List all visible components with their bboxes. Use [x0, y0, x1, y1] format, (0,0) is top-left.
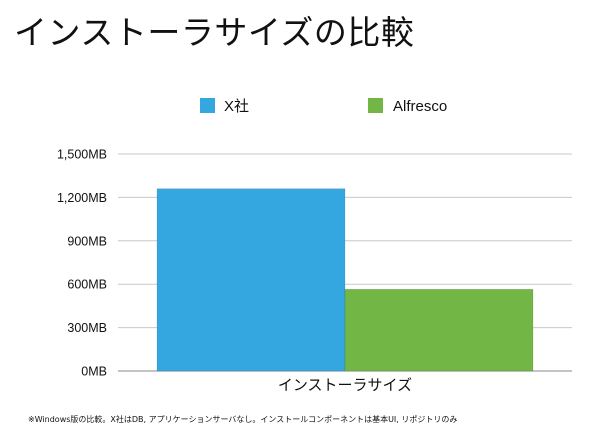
footnote: ※Windows版の比較。X社はDB, アプリケーションサーバなし。インストール… [28, 415, 458, 424]
chart-bars [156, 188, 534, 372]
slide-title: インストーラサイズの比較 [14, 13, 415, 52]
legend-label: Alfresco [393, 98, 447, 115]
x-axis: インストーラサイズ [278, 376, 412, 394]
y-tick-label: 300MB [67, 321, 107, 335]
y-tick-label: 600MB [67, 278, 107, 292]
y-tick-label: 1,500MB [57, 148, 107, 162]
y-tick-label: 0MB [81, 365, 107, 379]
chart-legend: X社 Alfresco [200, 98, 447, 115]
y-tick-label: 900MB [67, 234, 107, 248]
x-category-label: インストーラサイズ [278, 376, 412, 394]
legend-label: X社 [224, 98, 249, 115]
y-axis-ticks: 0MB 300MB 600MB 900MB 1,200MB 1,500MB [57, 148, 107, 379]
legend-swatch [200, 98, 215, 113]
y-tick-label: 1,200MB [57, 191, 107, 205]
bar-x-company [156, 188, 346, 372]
bar-alfresco [344, 288, 534, 372]
legend-swatch [368, 98, 383, 113]
